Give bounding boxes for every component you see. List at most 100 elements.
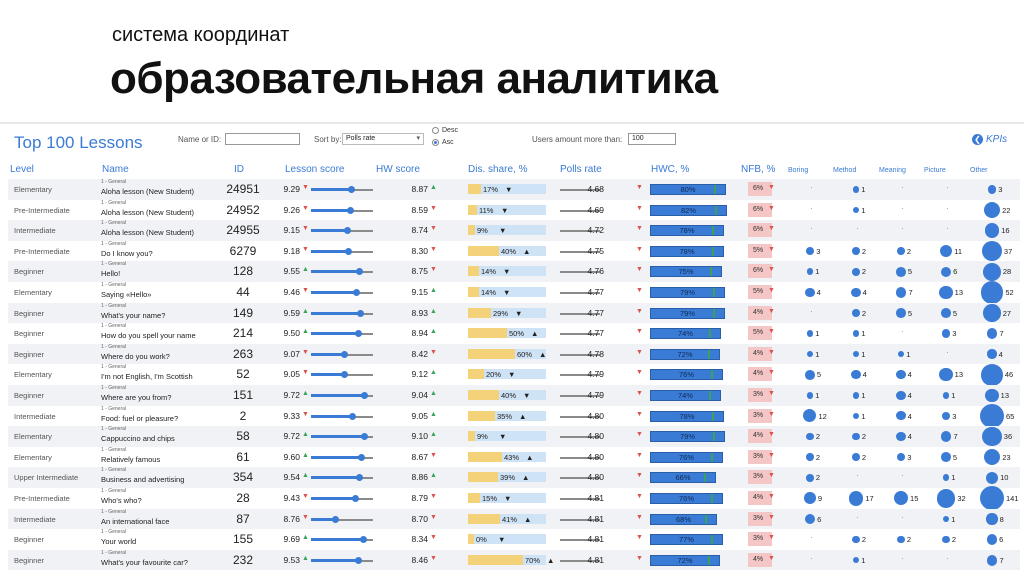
nfb-bar: [748, 202, 772, 217]
hwc-bar: 78%: [650, 245, 724, 257]
score-track-fill: [311, 229, 347, 233]
table-row[interactable]: Beginner 1 - General What's your favourite…: [8, 549, 1020, 571]
table-row[interactable]: Beginner 1 - General Hello! 128 9.55 ▲ 8.75 ▼ 14…: [8, 261, 1020, 282]
lesson-name-link[interactable]: How do you spell your name: [101, 331, 196, 341]
header-polls-rate[interactable]: Polls rate: [560, 164, 602, 175]
nfb-value: 6%: [753, 226, 764, 234]
table-row[interactable]: Intermediate 1 - General Aloha lesson (New…: [8, 220, 1020, 241]
lesson-name-link[interactable]: Aloha lesson (New Student): [101, 228, 194, 238]
method-count: 2: [861, 535, 866, 545]
lesson-name-link[interactable]: Business and advertising: [101, 475, 185, 485]
lesson-name-link[interactable]: What's your favourite car?: [101, 557, 188, 567]
lesson-name-link[interactable]: Where do you work?: [101, 351, 170, 361]
meaning-bubble: [897, 350, 905, 358]
table-row[interactable]: Elementary 1 - General Aloha lesson (New S…: [8, 179, 1020, 200]
method-empty: ·: [856, 512, 859, 522]
table-row[interactable]: Intermediate 1 - General An international …: [8, 508, 1020, 530]
table-row[interactable]: Elementary 1 - General I'm not English, I'…: [8, 363, 1020, 386]
header-boring[interactable]: Boring: [788, 167, 809, 174]
lesson-name-link[interactable]: An international face: [101, 516, 170, 526]
trend-icon: ▼: [768, 534, 775, 542]
header-level[interactable]: Level: [10, 164, 34, 175]
dis-share-fill: [468, 513, 500, 524]
lesson-name-link[interactable]: Aloha lesson (New Student): [101, 207, 194, 217]
users-amount-input[interactable]: 100: [628, 133, 676, 145]
boring-count: 2: [815, 432, 820, 442]
meaning-bubble: [896, 390, 906, 400]
trend-icon: ▼: [768, 390, 775, 397]
header-hwc[interactable]: HWC, %: [651, 164, 690, 175]
table-row[interactable]: Pre-Intermediate 1 - General Aloha lesson …: [8, 200, 1020, 221]
lesson-name-link[interactable]: Cappuccino and chips: [101, 434, 175, 444]
table-row[interactable]: Elementary 1 - General Cappuccino and chip…: [8, 426, 1020, 447]
lesson-name-link[interactable]: Where are you from?: [101, 393, 172, 402]
level-cell: Pre-Intermediate: [14, 494, 70, 503]
category-label: 1 - General: [101, 529, 127, 536]
polls-rate-value: 4.81: [587, 534, 604, 545]
trend-icon: ▼: [430, 554, 437, 562]
header-id[interactable]: ID: [234, 164, 244, 175]
lesson-name-link[interactable]: Who's who?: [101, 496, 142, 505]
lesson-name-link[interactable]: Aloha lesson (New Student): [101, 187, 194, 196]
hwc-bar: 77%: [650, 534, 723, 546]
header-name[interactable]: Name: [102, 164, 129, 175]
category-label: 1 - General: [101, 488, 127, 494]
boring-empty: ·: [810, 533, 813, 543]
nfb-bar: [748, 429, 772, 444]
sort-by-select[interactable]: Polls rate ▾: [342, 133, 424, 145]
dis-share-track: [468, 369, 546, 380]
header-hw-score[interactable]: HW score: [376, 164, 420, 175]
lesson-name-link[interactable]: Hello!: [101, 269, 121, 279]
trend-icon: ▼: [636, 472, 643, 480]
trend-icon: ▼: [768, 348, 775, 356]
boring-empty: ·: [810, 306, 813, 316]
table-row[interactable]: Beginner 1 - General What's your name? 149 9…: [8, 302, 1020, 324]
header-other[interactable]: Other: [970, 167, 988, 174]
trend-icon: ▼: [505, 185, 513, 194]
header-picture[interactable]: Picture: [924, 167, 946, 174]
boring-bubble: [805, 246, 815, 256]
polls-rate-value: 4.81: [587, 513, 604, 524]
table-row[interactable]: Pre-Intermediate 1 - General Do I know you…: [8, 241, 1020, 262]
trend-icon: ▲: [430, 328, 437, 336]
other-count: 36: [1003, 432, 1013, 442]
table-row[interactable]: Upper Intermediate 1 - General Business an…: [8, 467, 1020, 488]
table-row[interactable]: Beginner 1 - General How do you spell your…: [8, 323, 1020, 344]
score-track-fill: [311, 311, 360, 315]
method-count: 1: [861, 205, 866, 215]
order-desc-radio[interactable]: Desc: [432, 127, 458, 134]
category-label: 1 - General: [101, 343, 127, 350]
table-row[interactable]: Pre-Intermediate 1 - General Who's who? 28 9…: [8, 486, 1020, 511]
lesson-name-link[interactable]: Do I know you?: [101, 248, 153, 258]
trend-icon: ▲: [302, 431, 309, 439]
lesson-name-link[interactable]: What's your name?: [101, 310, 166, 320]
table-row[interactable]: Intermediate 1 - General Food: fuel or ple…: [8, 403, 1020, 428]
name-or-id-input[interactable]: [225, 133, 300, 145]
order-asc-radio[interactable]: Asc: [432, 139, 454, 146]
lesson-name-link[interactable]: Saying «Hello»: [101, 290, 152, 299]
table-row[interactable]: Beginner 1 - General Your world 155 9.69 ▲ 8.3…: [8, 529, 1020, 550]
method-count: 1: [861, 349, 866, 359]
dis-share-value: 11%: [479, 205, 494, 215]
header-method[interactable]: Method: [833, 167, 857, 174]
lesson-name-link[interactable]: Food: fuel or pleasure?: [101, 413, 179, 423]
header-lesson-score[interactable]: Lesson score: [285, 164, 345, 175]
dis-share-fill: [468, 369, 484, 380]
trend-icon: ▼: [302, 493, 309, 500]
header-meaning[interactable]: Meaning: [879, 167, 906, 174]
lesson-name-link[interactable]: I'm not English, I'm Scottish: [101, 372, 193, 382]
dis-share-fill: [468, 204, 477, 215]
kpis-link[interactable]: ❮ KPIs: [972, 134, 1007, 145]
table-row[interactable]: Elementary 1 - General Saying «Hello» 44 9.4…: [8, 280, 1020, 304]
table-row[interactable]: Beginner 1 - General Where are you from? 15…: [8, 385, 1020, 406]
header-dis-share[interactable]: Dis. share, %: [468, 164, 528, 175]
table-row[interactable]: Beginner 1 - General Where do you work? 263…: [8, 343, 1020, 365]
dis-share-track: [468, 534, 546, 545]
trend-icon: ▼: [636, 534, 643, 542]
nfb-value: 3%: [753, 411, 764, 419]
lesson-name-link[interactable]: Your world: [101, 537, 137, 547]
lesson-name-link[interactable]: Relatively famous: [101, 454, 161, 464]
hwc-target-marker: [705, 514, 707, 524]
header-nfb[interactable]: NFB, %: [741, 164, 776, 175]
table-row[interactable]: Elementary 1 - General Relatively famous 61…: [8, 447, 1020, 468]
